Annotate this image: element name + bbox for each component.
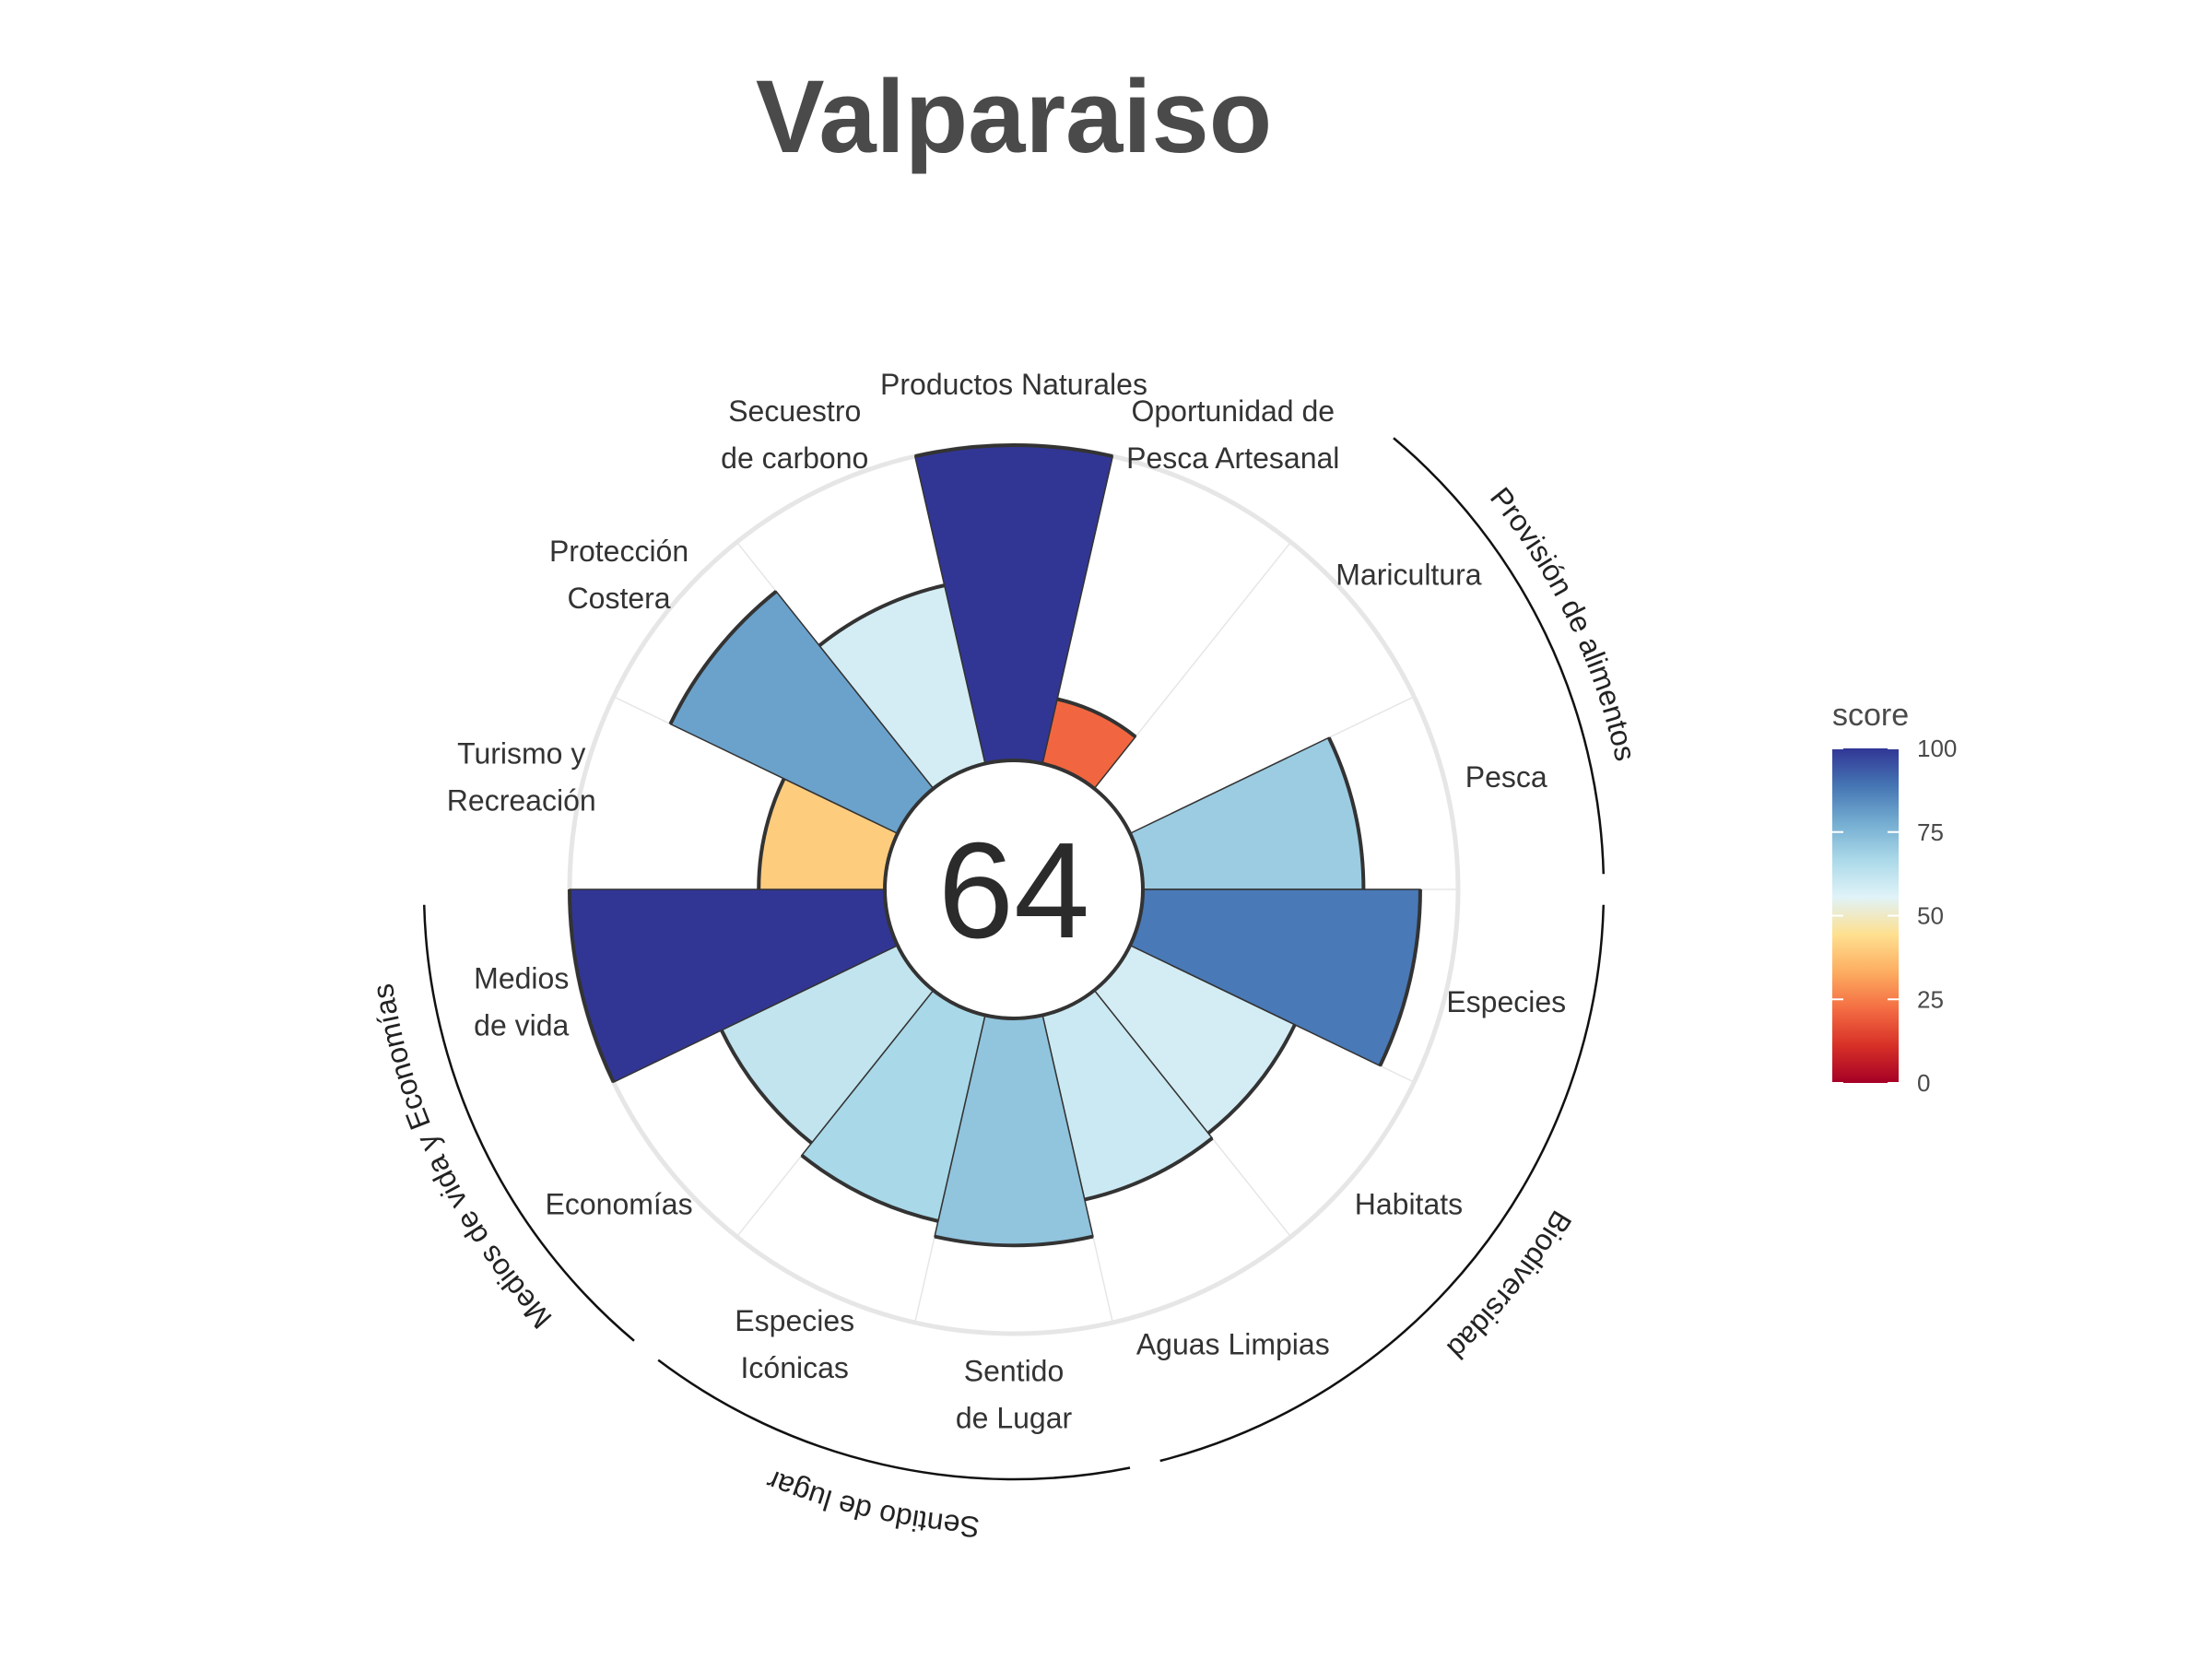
goal-label: Protección Costera bbox=[549, 535, 688, 615]
legend-tick-label: 50 bbox=[1917, 902, 1944, 930]
goal-label: Aguas Limpias bbox=[1136, 1328, 1330, 1361]
legend-title: score bbox=[1832, 698, 1909, 733]
legend-tick-label: 75 bbox=[1917, 818, 1944, 846]
goal-label-line: Pesca Artesanal bbox=[1126, 441, 1339, 475]
goal-label-line: Costera bbox=[568, 582, 671, 615]
group-label: Provisión de alimentos bbox=[1484, 481, 1642, 764]
petal-outline bbox=[1378, 888, 1422, 1067]
legend-tick-label: 0 bbox=[1917, 1069, 1930, 1097]
goal-label-line: Productos Naturales bbox=[880, 368, 1147, 401]
goal-label-line: Maricultura bbox=[1335, 558, 1481, 591]
group-label: Biodiversidad bbox=[1441, 1206, 1578, 1366]
petal-outline bbox=[757, 778, 786, 890]
goal-label-line: Habitats bbox=[1355, 1188, 1463, 1221]
goal-label-line: Medios bbox=[474, 961, 569, 994]
group-arc bbox=[1393, 437, 1606, 875]
goal-label-line: de carbono bbox=[721, 441, 868, 475]
group-arc bbox=[422, 904, 635, 1342]
goal-label-line: Economías bbox=[546, 1188, 693, 1221]
goal-label: Productos Naturales bbox=[880, 368, 1147, 401]
chart-title: Valparaiso bbox=[756, 59, 1272, 174]
goal-label-line: Recreación bbox=[447, 784, 596, 818]
center-score: 64 bbox=[938, 815, 1090, 967]
goal-label: Pesca bbox=[1465, 760, 1547, 794]
group-label-text: Provisión de alimentos bbox=[1484, 481, 1642, 764]
score-legend: score 0 25 50 75 100 bbox=[1832, 698, 1957, 1097]
petal-outline bbox=[1056, 697, 1137, 738]
petal-outline bbox=[934, 1234, 1094, 1248]
petal-outline bbox=[818, 583, 946, 648]
goal-label-line: Secuestro bbox=[728, 394, 861, 428]
goal-label: Especies bbox=[1446, 985, 1566, 1018]
goal-label-line: Turismo y bbox=[457, 737, 585, 771]
group-label-text: Biodiversidad bbox=[1441, 1206, 1578, 1366]
petal-outline bbox=[914, 443, 1113, 459]
goal-label-line: Especies bbox=[735, 1304, 854, 1337]
goal-label-line: Aguas Limpias bbox=[1136, 1328, 1330, 1361]
goal-label: Oportunidad de Pesca Artesanal bbox=[1126, 394, 1339, 475]
goal-label: Turismo y Recreación bbox=[447, 737, 596, 818]
petal-outline bbox=[1084, 1136, 1214, 1202]
goal-label: Economías bbox=[546, 1188, 693, 1221]
petal-outline bbox=[568, 888, 616, 1083]
goal-label: Habitats bbox=[1355, 1188, 1463, 1221]
goal-label-line: de Lugar bbox=[956, 1402, 1073, 1435]
goal-label-line: Icónicas bbox=[741, 1351, 849, 1384]
petal bbox=[1129, 736, 1365, 890]
petal-outline bbox=[720, 1029, 813, 1145]
goal-label: Maricultura bbox=[1335, 558, 1481, 591]
goal-label: Medios de vida bbox=[474, 961, 569, 1041]
legend-ticks: 0 25 50 75 100 bbox=[1832, 735, 1957, 1097]
legend-tick-label: 100 bbox=[1917, 735, 1957, 762]
petal-outline bbox=[1206, 1023, 1297, 1135]
goal-label: Secuestro de carbono bbox=[721, 394, 868, 475]
petal-outline bbox=[800, 1154, 939, 1223]
petal-outline bbox=[668, 590, 778, 725]
goal-label-line: de vida bbox=[474, 1008, 569, 1041]
goal-label: Sentido de Lugar bbox=[956, 1355, 1073, 1435]
petal-outline bbox=[1327, 736, 1366, 890]
goal-label-line: Sentido bbox=[964, 1355, 1065, 1388]
center-disc bbox=[883, 759, 1145, 1020]
petals bbox=[568, 443, 1422, 1248]
group-arc bbox=[657, 1359, 1131, 1481]
legend-tick-label: 25 bbox=[1917, 985, 1944, 1013]
group-arc bbox=[1159, 904, 1606, 1463]
goal-label-line: Especies bbox=[1446, 985, 1566, 1018]
goal-label: Especies Icónicas bbox=[735, 1304, 854, 1384]
goal-label-line: Oportunidad de bbox=[1131, 394, 1335, 428]
goal-label-line: Protección bbox=[549, 535, 688, 568]
goal-label-line: Pesca bbox=[1465, 760, 1547, 794]
